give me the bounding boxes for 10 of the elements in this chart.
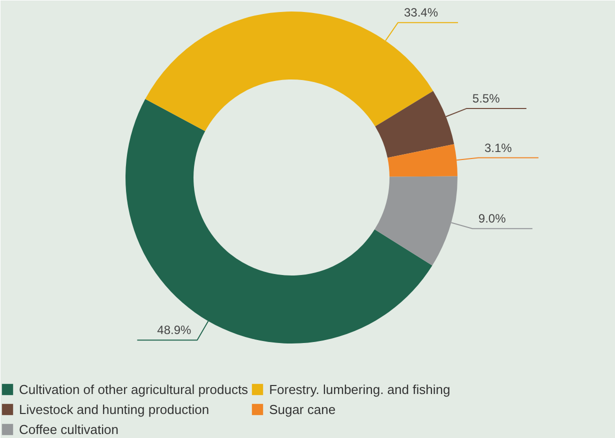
legend-label: Livestock and hunting production — [19, 400, 210, 418]
data-label: 33.4% — [404, 6, 438, 20]
data-label: 5.5% — [472, 92, 500, 106]
legend-label: Sugar cane — [269, 400, 336, 418]
data-label: 48.9% — [157, 323, 192, 338]
data-label: 9.0% — [478, 212, 506, 226]
data-label: 3.1% — [484, 140, 512, 155]
legend-label: Forestry. lumbering. and fishing — [269, 380, 450, 398]
legend-label: Coffee cultivation — [19, 420, 118, 438]
legend-label: Cultivation of other agricultural products — [19, 380, 248, 398]
